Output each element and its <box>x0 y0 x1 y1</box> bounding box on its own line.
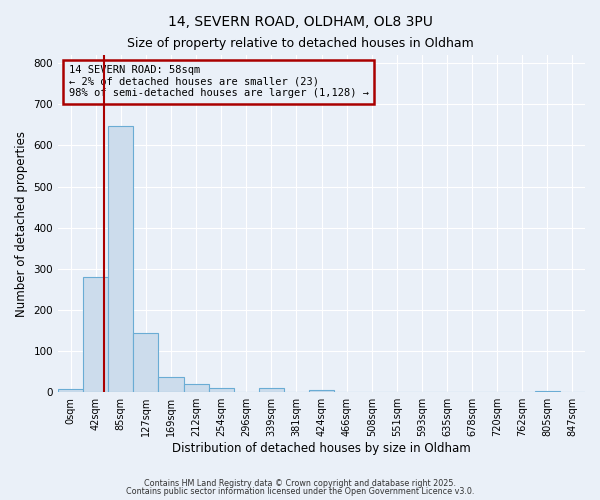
Text: Contains HM Land Registry data © Crown copyright and database right 2025.: Contains HM Land Registry data © Crown c… <box>144 478 456 488</box>
Text: 14, SEVERN ROAD, OLDHAM, OL8 3PU: 14, SEVERN ROAD, OLDHAM, OL8 3PU <box>167 15 433 29</box>
Bar <box>83 277 108 392</box>
Text: 14 SEVERN ROAD: 58sqm
← 2% of detached houses are smaller (23)
98% of semi-detac: 14 SEVERN ROAD: 58sqm ← 2% of detached h… <box>68 65 368 98</box>
Text: Size of property relative to detached houses in Oldham: Size of property relative to detached ho… <box>127 38 473 51</box>
X-axis label: Distribution of detached houses by size in Oldham: Distribution of detached houses by size … <box>172 442 471 455</box>
Bar <box>259 388 284 392</box>
Text: Contains public sector information licensed under the Open Government Licence v3: Contains public sector information licen… <box>126 487 474 496</box>
Bar <box>209 388 233 392</box>
Bar <box>309 390 334 392</box>
Bar <box>108 126 133 392</box>
Bar <box>184 384 209 392</box>
Bar <box>133 334 158 392</box>
Bar <box>158 377 184 392</box>
Y-axis label: Number of detached properties: Number of detached properties <box>15 130 28 316</box>
Bar <box>58 390 83 392</box>
